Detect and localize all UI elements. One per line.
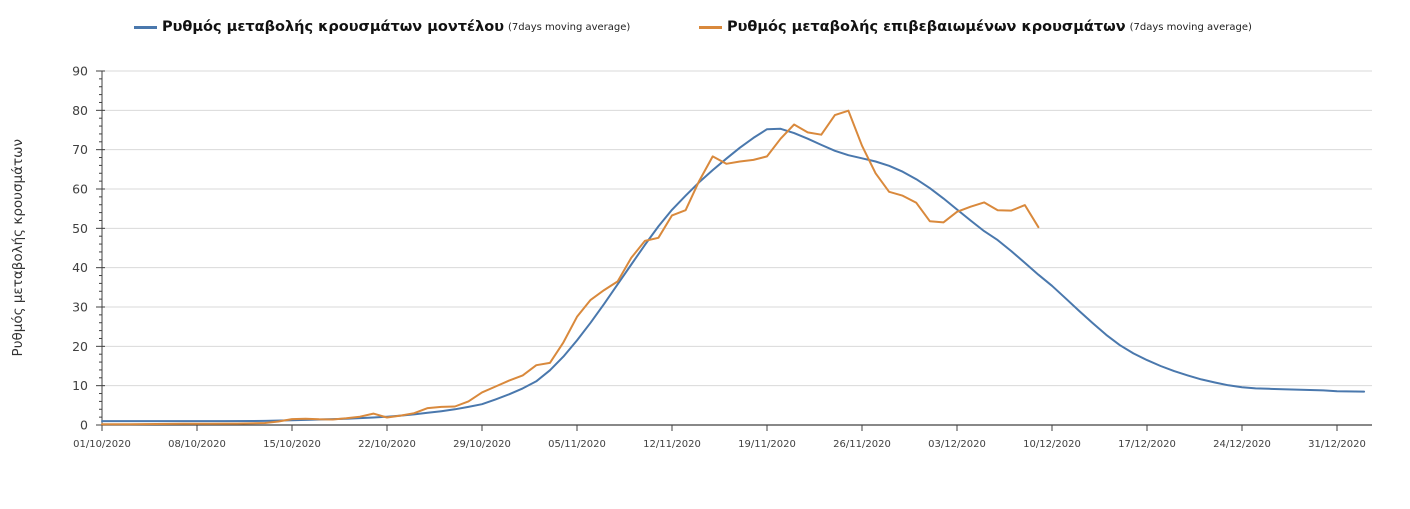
legend-item-confirmed: Ρυθμός μεταβολής επιβεβαιωμένων κρουσμάτ…	[699, 19, 1252, 35]
legend-label-confirmed: Ρυθμός μεταβολής επιβεβαιωμένων κρουσμάτ…	[727, 19, 1126, 35]
y-tick-label: 80	[72, 103, 88, 118]
x-tick-label: 31/12/2020	[1308, 439, 1366, 450]
x-tick-label: 15/10/2020	[263, 439, 321, 450]
x-tick-label: 10/12/2020	[1023, 439, 1081, 450]
x-tick-label: 03/12/2020	[928, 439, 986, 450]
x-tick-label: 24/12/2020	[1213, 439, 1271, 450]
y-tick-label: 10	[72, 378, 88, 393]
x-tick-label: 19/11/2020	[738, 439, 796, 450]
x-tick-label: 08/10/2020	[168, 439, 226, 450]
model-line-swatch-icon	[134, 25, 157, 29]
legend-label-model: Ρυθμός μεταβολής κρουσμάτων μοντέλου	[162, 19, 504, 35]
x-tick-label: 29/10/2020	[453, 439, 511, 450]
x-tick-label: 12/11/2020	[643, 439, 701, 450]
y-tick-label: 50	[72, 221, 88, 236]
legend-item-model: Ρυθμός μεταβολής κρουσμάτων μοντέλου (7d…	[134, 19, 630, 35]
x-tick-label: 17/12/2020	[1118, 439, 1176, 450]
model-series-line	[101, 127, 1366, 423]
y-tick-label: 30	[72, 300, 88, 315]
y-tick-label: 90	[72, 64, 88, 79]
x-tick-label: 01/10/2020	[73, 439, 131, 450]
confirmed-line-swatch-icon	[699, 25, 722, 29]
y-tick-label: 40	[72, 260, 88, 275]
x-tick-label: 22/10/2020	[358, 439, 416, 450]
x-tick-label: 05/11/2020	[548, 439, 606, 450]
y-tick-label: 0	[80, 418, 88, 433]
legend-suffix-confirmed: (7days moving average)	[1129, 21, 1252, 33]
y-tick-label: 20	[72, 339, 88, 354]
y-tick-label: 60	[72, 182, 88, 197]
x-tick-label: 26/11/2020	[833, 439, 891, 450]
confirmed-series-line	[101, 109, 1040, 426]
legend: Ρυθμός μεταβολής κρουσμάτων μοντέλου (7d…	[0, 0, 1410, 46]
legend-suffix-model: (7days moving average)	[508, 21, 631, 33]
y-tick-label: 70	[72, 142, 88, 157]
